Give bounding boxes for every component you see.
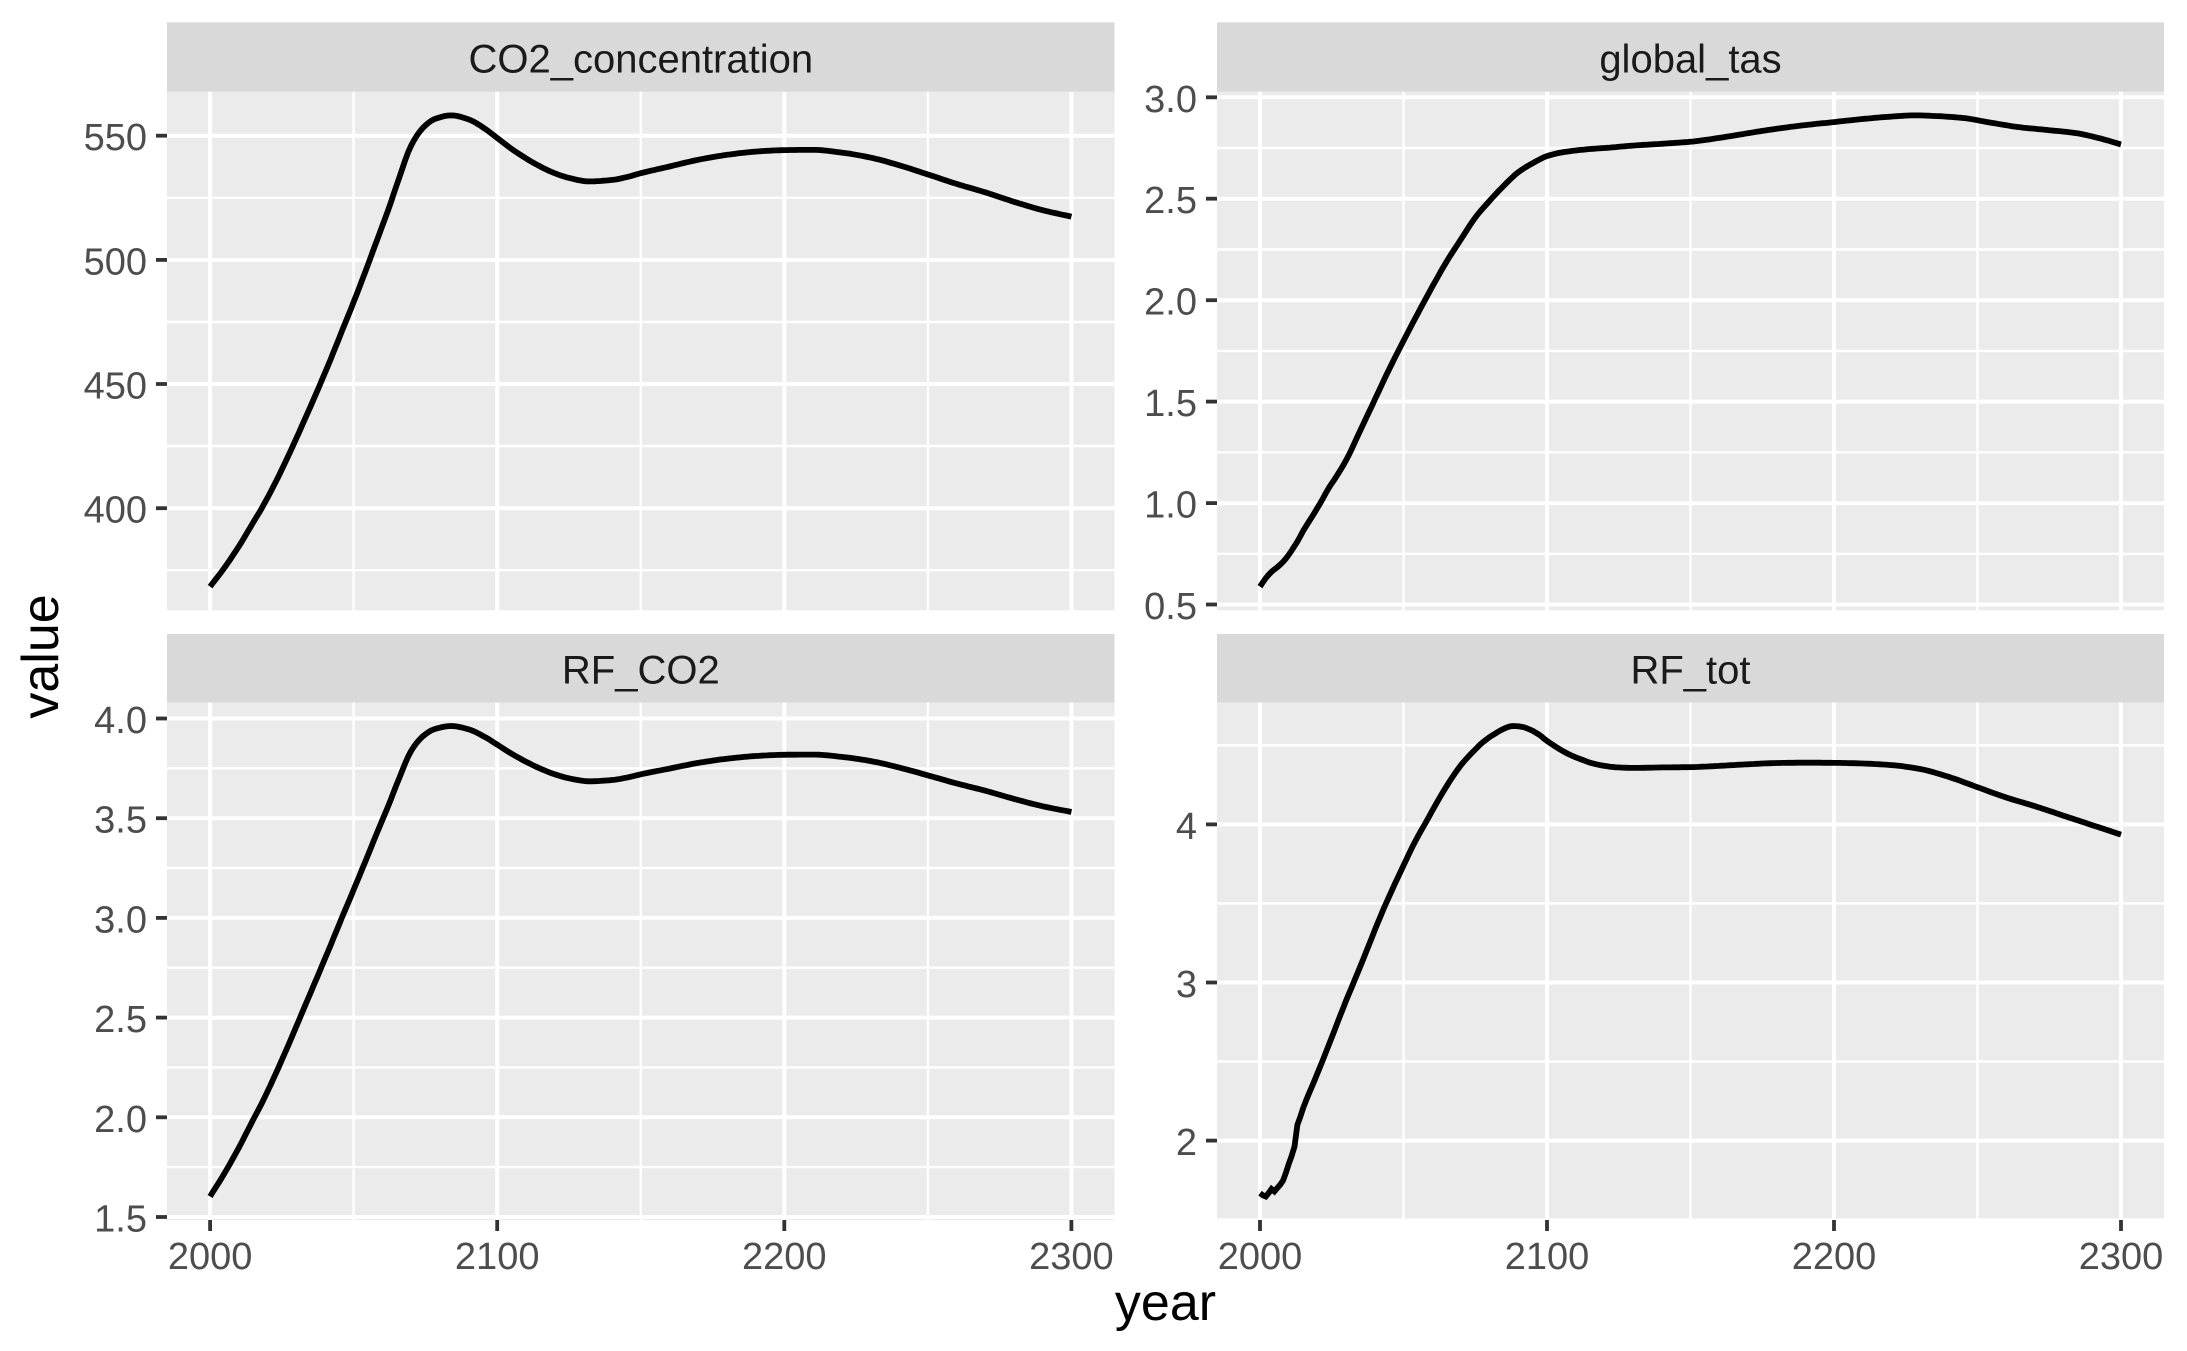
svg-text:2.5: 2.5 [94, 999, 147, 1041]
svg-text:value: value [12, 594, 70, 718]
svg-text:2300: 2300 [1029, 1236, 1114, 1278]
svg-text:2000: 2000 [1218, 1236, 1303, 1278]
svg-text:2200: 2200 [1792, 1236, 1877, 1278]
svg-text:year: year [1115, 1274, 1216, 1332]
svg-text:2300: 2300 [2079, 1236, 2164, 1278]
svg-text:CO2_concentration: CO2_concentration [468, 38, 813, 82]
svg-text:3.5: 3.5 [94, 800, 147, 842]
svg-text:4.0: 4.0 [94, 700, 147, 742]
svg-text:2100: 2100 [1505, 1236, 1590, 1278]
svg-text:RF_CO2: RF_CO2 [562, 649, 720, 693]
svg-text:1.5: 1.5 [1144, 383, 1197, 425]
svg-text:global_tas: global_tas [1599, 38, 1781, 82]
svg-text:0.5: 0.5 [1144, 586, 1197, 628]
svg-text:1.5: 1.5 [94, 1199, 147, 1241]
svg-text:2.0: 2.0 [1144, 282, 1197, 324]
svg-text:2200: 2200 [742, 1236, 827, 1278]
svg-text:3: 3 [1176, 964, 1197, 1006]
svg-text:550: 550 [84, 117, 147, 159]
svg-text:3.0: 3.0 [1144, 79, 1197, 121]
svg-text:2: 2 [1176, 1122, 1197, 1164]
svg-text:3.0: 3.0 [94, 899, 147, 941]
svg-text:4: 4 [1176, 806, 1197, 848]
svg-text:2000: 2000 [168, 1236, 253, 1278]
svg-text:2100: 2100 [455, 1236, 540, 1278]
svg-text:RF_tot: RF_tot [1630, 649, 1750, 693]
svg-text:2.0: 2.0 [94, 1099, 147, 1141]
svg-text:400: 400 [84, 490, 147, 532]
svg-text:2.5: 2.5 [1144, 180, 1197, 222]
svg-text:1.0: 1.0 [1144, 485, 1197, 527]
svg-text:500: 500 [84, 241, 147, 283]
svg-text:450: 450 [84, 366, 147, 408]
